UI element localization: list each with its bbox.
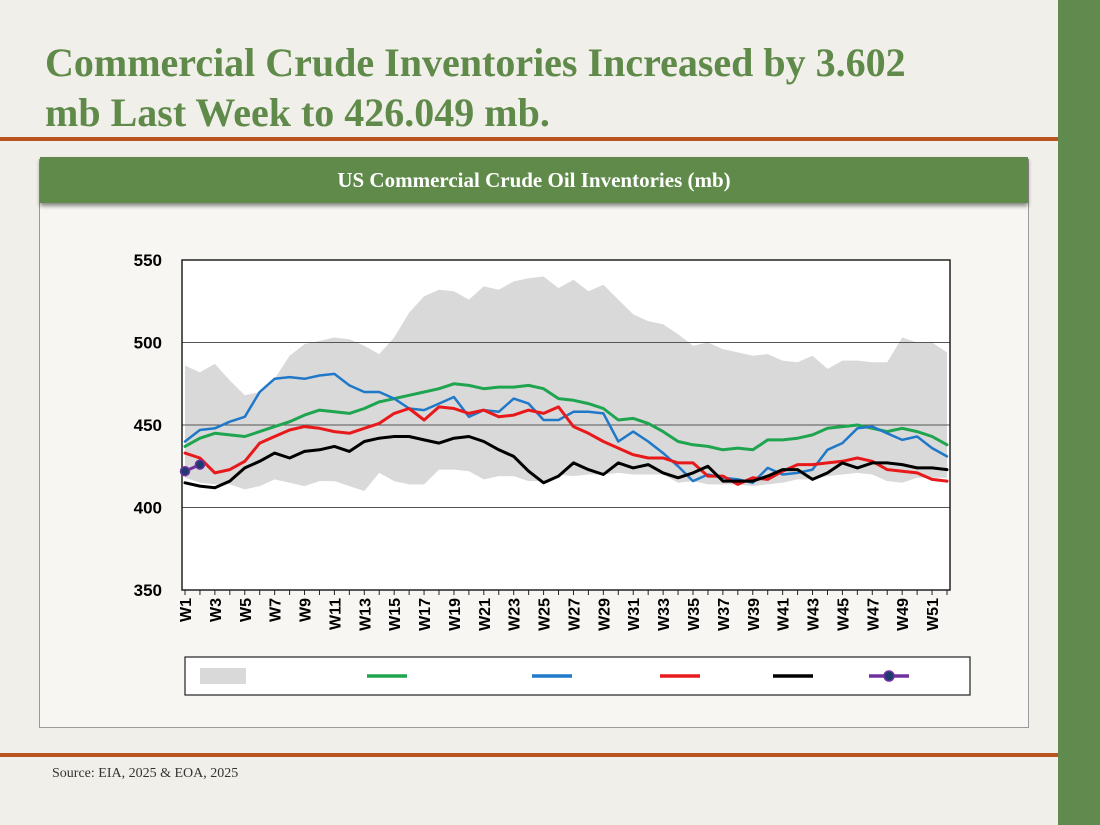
chart-title: US Commercial Crude Oil Inventories (mb) (40, 157, 1028, 203)
y-tick-label: 550 (134, 251, 162, 270)
right-accent-bar (1058, 0, 1100, 825)
range-band (185, 276, 947, 491)
x-tick-label: W35 (686, 598, 703, 631)
x-tick-label: W17 (417, 598, 434, 631)
plot-border (181, 259, 951, 591)
series-point (179, 465, 191, 477)
x-tick-label: W25 (537, 598, 554, 631)
x-tick-label: W9 (298, 598, 315, 622)
y-tick-label: 400 (134, 499, 162, 518)
x-tick-label: W31 (626, 598, 643, 631)
x-tick-label: W5 (238, 598, 255, 622)
series-line (183, 382, 949, 452)
series-line (183, 405, 949, 486)
source-note: Source: EIA, 2025 & EOA, 2025 (52, 766, 239, 781)
x-tick-label: W21 (477, 598, 494, 631)
x-tick-label: W7 (268, 598, 285, 622)
x-tick-label: W15 (387, 598, 404, 631)
x-tick-label: W43 (806, 598, 823, 631)
x-tick-label: W41 (776, 598, 793, 631)
x-tick-label: W11 (327, 598, 344, 630)
series-point (194, 459, 206, 470)
x-tick-label: W27 (566, 598, 583, 631)
slide-title: Commercial Crude Inventories Increased b… (45, 40, 906, 135)
legend: 5-Year RangeAverage2023202420252026 (184, 656, 971, 696)
x-tick-label: W1 (178, 598, 195, 622)
x-tick-label: W3 (208, 598, 225, 622)
legend-swatch-range (200, 668, 246, 684)
legend-marker (883, 670, 895, 682)
x-tick-label: W29 (596, 598, 613, 631)
y-tick-label: 500 (134, 334, 162, 353)
y-tick-label: 450 (134, 416, 162, 435)
y-tick-label: 350 (134, 581, 162, 600)
x-tick-label: W51 (925, 598, 942, 631)
x-tick-label: W37 (716, 598, 733, 631)
x-tick-label: W33 (656, 598, 673, 631)
x-tick-label: W47 (865, 598, 882, 631)
plot-area: 350 400 450 500 550 W1 W3 W5 W7 W9 W11 W13 W15 W17 W19… (134, 251, 951, 631)
x-tick-label: W19 (447, 598, 464, 631)
x-tick-label: W13 (357, 598, 374, 631)
x-tick-label: W23 (507, 598, 524, 631)
x-tick-label: W45 (835, 598, 852, 631)
x-tick-label: W39 (746, 598, 763, 631)
title-divider (0, 137, 1058, 141)
footer-divider (0, 753, 1058, 757)
series-line (183, 435, 949, 490)
x-tick-label: W49 (895, 598, 912, 631)
legend-box (184, 656, 971, 696)
